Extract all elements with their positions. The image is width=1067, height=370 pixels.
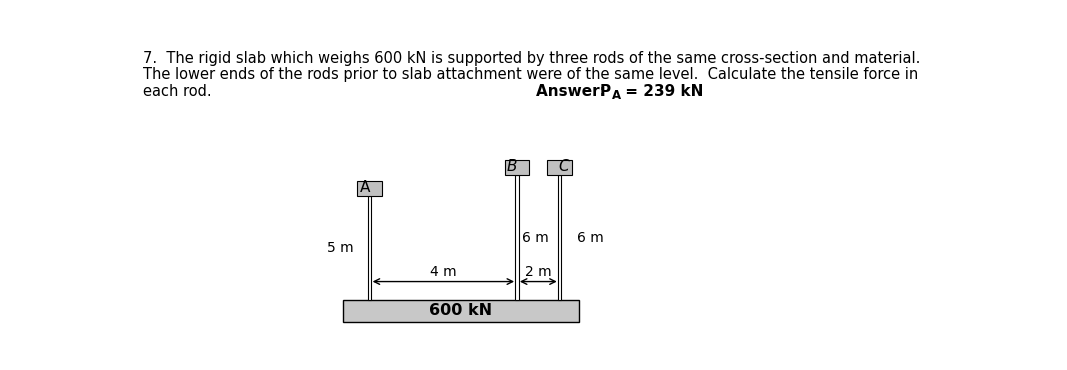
Text: The lower ends of the rods prior to slab attachment were of the same level.  Cal: The lower ends of the rods prior to slab… bbox=[143, 67, 919, 83]
Bar bbox=[558, 175, 561, 300]
Text: each rod.: each rod. bbox=[143, 84, 212, 100]
Text: Answer:: Answer: bbox=[537, 84, 611, 100]
Text: A: A bbox=[611, 89, 621, 102]
Text: P: P bbox=[600, 84, 611, 100]
Text: C: C bbox=[558, 159, 569, 174]
Text: 4 m: 4 m bbox=[430, 265, 457, 279]
Text: = 239 kN: = 239 kN bbox=[620, 84, 703, 100]
Text: B: B bbox=[507, 159, 517, 174]
Text: 600 kN: 600 kN bbox=[429, 303, 492, 318]
Text: A: A bbox=[360, 179, 370, 195]
Text: 6 m: 6 m bbox=[576, 231, 604, 245]
Text: 2 m: 2 m bbox=[525, 265, 552, 279]
Bar bbox=[515, 175, 519, 300]
Bar bbox=[357, 181, 382, 196]
Bar bbox=[343, 300, 579, 322]
Text: 5 m: 5 m bbox=[327, 241, 353, 255]
Text: 7.  The rigid slab which weighs 600 kN is supported by three rods of the same cr: 7. The rigid slab which weighs 600 kN is… bbox=[143, 51, 921, 65]
Bar bbox=[505, 160, 529, 175]
Bar bbox=[547, 160, 572, 175]
Text: 6 m: 6 m bbox=[523, 231, 550, 245]
Bar bbox=[368, 196, 371, 300]
